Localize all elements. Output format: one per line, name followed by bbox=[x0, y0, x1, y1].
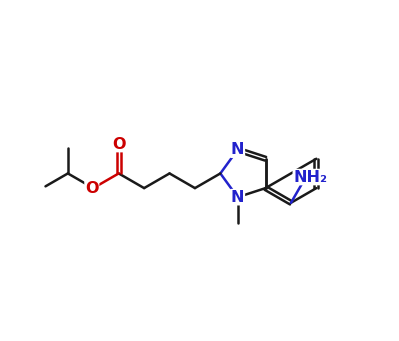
Text: O: O bbox=[85, 181, 99, 196]
Text: O: O bbox=[112, 137, 125, 152]
Text: NH₂: NH₂ bbox=[293, 169, 327, 184]
Text: N: N bbox=[231, 190, 244, 205]
Text: N: N bbox=[231, 142, 244, 157]
